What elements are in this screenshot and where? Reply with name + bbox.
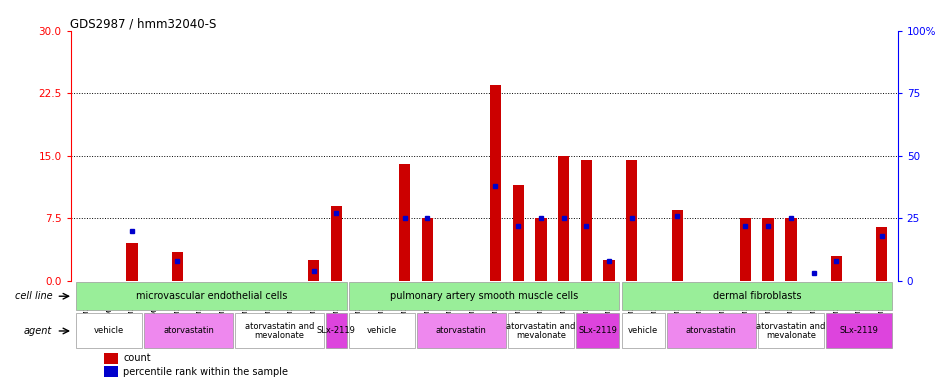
Bar <box>103 366 118 377</box>
Text: atorvastatin and
mevalonate: atorvastatin and mevalonate <box>756 322 825 340</box>
Bar <box>417 313 506 349</box>
Bar <box>349 313 415 349</box>
Bar <box>558 156 570 281</box>
Bar <box>826 313 892 349</box>
Text: SLx-2119: SLx-2119 <box>317 326 356 336</box>
Text: count: count <box>123 353 151 363</box>
Bar <box>76 283 347 310</box>
Text: microvascular endothelial cells: microvascular endothelial cells <box>135 291 287 301</box>
Text: GDS2987 / hmm32040-S: GDS2987 / hmm32040-S <box>70 18 217 31</box>
Bar <box>831 256 842 281</box>
Text: SLx-2119: SLx-2119 <box>839 326 879 336</box>
Bar <box>399 164 410 281</box>
Text: vehicle: vehicle <box>94 326 124 336</box>
Text: dermal fibroblasts: dermal fibroblasts <box>713 291 801 301</box>
Text: pulmonary artery smooth muscle cells: pulmonary artery smooth muscle cells <box>390 291 578 301</box>
Bar <box>172 252 183 281</box>
Bar <box>490 85 501 281</box>
Bar <box>126 243 137 281</box>
Bar <box>235 313 324 349</box>
Bar <box>626 160 637 281</box>
Bar <box>621 313 665 349</box>
Text: atorvastatin: atorvastatin <box>436 326 487 336</box>
Bar <box>762 218 774 281</box>
Bar <box>508 313 573 349</box>
Text: agent: agent <box>24 326 53 336</box>
Bar <box>103 353 118 364</box>
Bar <box>581 160 592 281</box>
Bar <box>758 313 823 349</box>
Bar <box>76 313 142 349</box>
Bar <box>576 313 619 349</box>
Bar <box>603 260 615 281</box>
Text: percentile rank within the sample: percentile rank within the sample <box>123 367 289 377</box>
Text: cell line: cell line <box>15 291 53 301</box>
Bar <box>876 227 887 281</box>
Bar <box>671 210 683 281</box>
Text: atorvastatin: atorvastatin <box>686 326 737 336</box>
Bar <box>145 313 233 349</box>
Bar <box>349 283 619 310</box>
Bar <box>512 185 524 281</box>
Text: atorvastatin and
mevalonate: atorvastatin and mevalonate <box>507 322 575 340</box>
Bar <box>422 218 433 281</box>
Bar <box>667 313 756 349</box>
Bar <box>740 218 751 281</box>
Text: SLx-2119: SLx-2119 <box>578 326 618 336</box>
Text: vehicle: vehicle <box>367 326 397 336</box>
Bar <box>785 218 796 281</box>
Bar <box>326 313 347 349</box>
Bar <box>331 206 342 281</box>
Text: atorvastatin: atorvastatin <box>164 326 214 336</box>
Text: vehicle: vehicle <box>628 326 658 336</box>
Bar <box>535 218 546 281</box>
Text: atorvastatin and
mevalonate: atorvastatin and mevalonate <box>245 322 314 340</box>
Bar <box>308 260 320 281</box>
Bar <box>621 283 892 310</box>
